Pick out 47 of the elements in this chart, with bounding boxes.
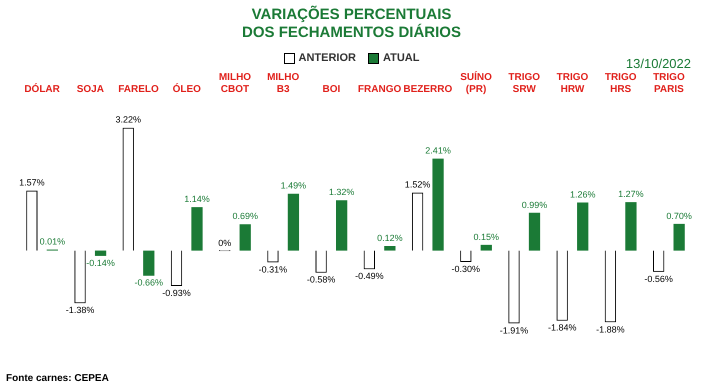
data-label: 0.69% <box>232 211 258 222</box>
data-label: -0.30% <box>452 264 480 274</box>
x-tick-label: BOI <box>322 84 340 95</box>
x-tick-label: MILHO B3 <box>267 72 300 95</box>
data-label: -1.84% <box>548 322 576 333</box>
x-tick-label: TRIGO HRS <box>604 72 637 95</box>
data-label: 0% <box>218 238 232 248</box>
x-tick-label: MILHO CBOT <box>218 72 252 95</box>
x-tick-label: SOJA <box>76 84 104 95</box>
data-label: -0.31% <box>258 264 288 274</box>
data-label: 3.22% <box>116 114 142 125</box>
legend-label: ANTERIOR <box>298 52 356 64</box>
data-label: 1.52% <box>404 180 430 190</box>
legend-label: ATUAL <box>382 52 420 64</box>
data-label: -0.58% <box>306 274 336 285</box>
data-label: -0.14% <box>86 258 115 268</box>
data-label: -0.56% <box>644 274 673 284</box>
data-label: 0.12% <box>377 232 403 243</box>
source-note: Fonte carnes: CEPEA <box>6 373 109 384</box>
data-label: -0.66% <box>134 278 164 288</box>
x-tick-label: FARELO <box>118 84 160 95</box>
x-tick-label: SUÍNO (PR) <box>460 70 492 95</box>
x-tick-label: BEZERRO <box>403 84 452 95</box>
data-label: 1.14% <box>184 194 210 204</box>
data-label: 1.32% <box>328 187 354 198</box>
data-label: 1.57% <box>19 178 45 188</box>
data-label: -0.93% <box>162 288 191 298</box>
data-label: 0.99% <box>522 200 548 210</box>
data-label: 1.27% <box>618 189 644 200</box>
x-tick-label: TRIGO HRW <box>556 72 589 95</box>
x-tick-label: TRIGO SRW <box>508 72 540 95</box>
data-label: -1.88% <box>596 324 625 334</box>
data-label: 0.70% <box>666 210 692 221</box>
data-label: -1.91% <box>500 325 528 336</box>
text: 13/10/2022 <box>626 56 691 71</box>
x-tick-label: TRIGO PARIS <box>653 72 685 95</box>
data-label: -0.49% <box>355 271 384 282</box>
data-label: 1.49% <box>280 180 306 191</box>
data-label: 2.41% <box>425 146 451 156</box>
chart-title: VARIAÇÕES PERCENTUAIS DOS FECHAMENTOS DIÁRIOS <box>242 5 461 42</box>
data-label: 1.26% <box>570 189 596 200</box>
x-tick-label: DÓLAR <box>24 82 61 95</box>
x-tick-label: FRANGO <box>358 84 402 95</box>
data-label: 0.15% <box>474 232 500 242</box>
x-tick-label: ÓLEO <box>172 82 202 95</box>
data-label: 0.01% <box>40 236 66 247</box>
data-label: -1.38% <box>66 305 94 316</box>
